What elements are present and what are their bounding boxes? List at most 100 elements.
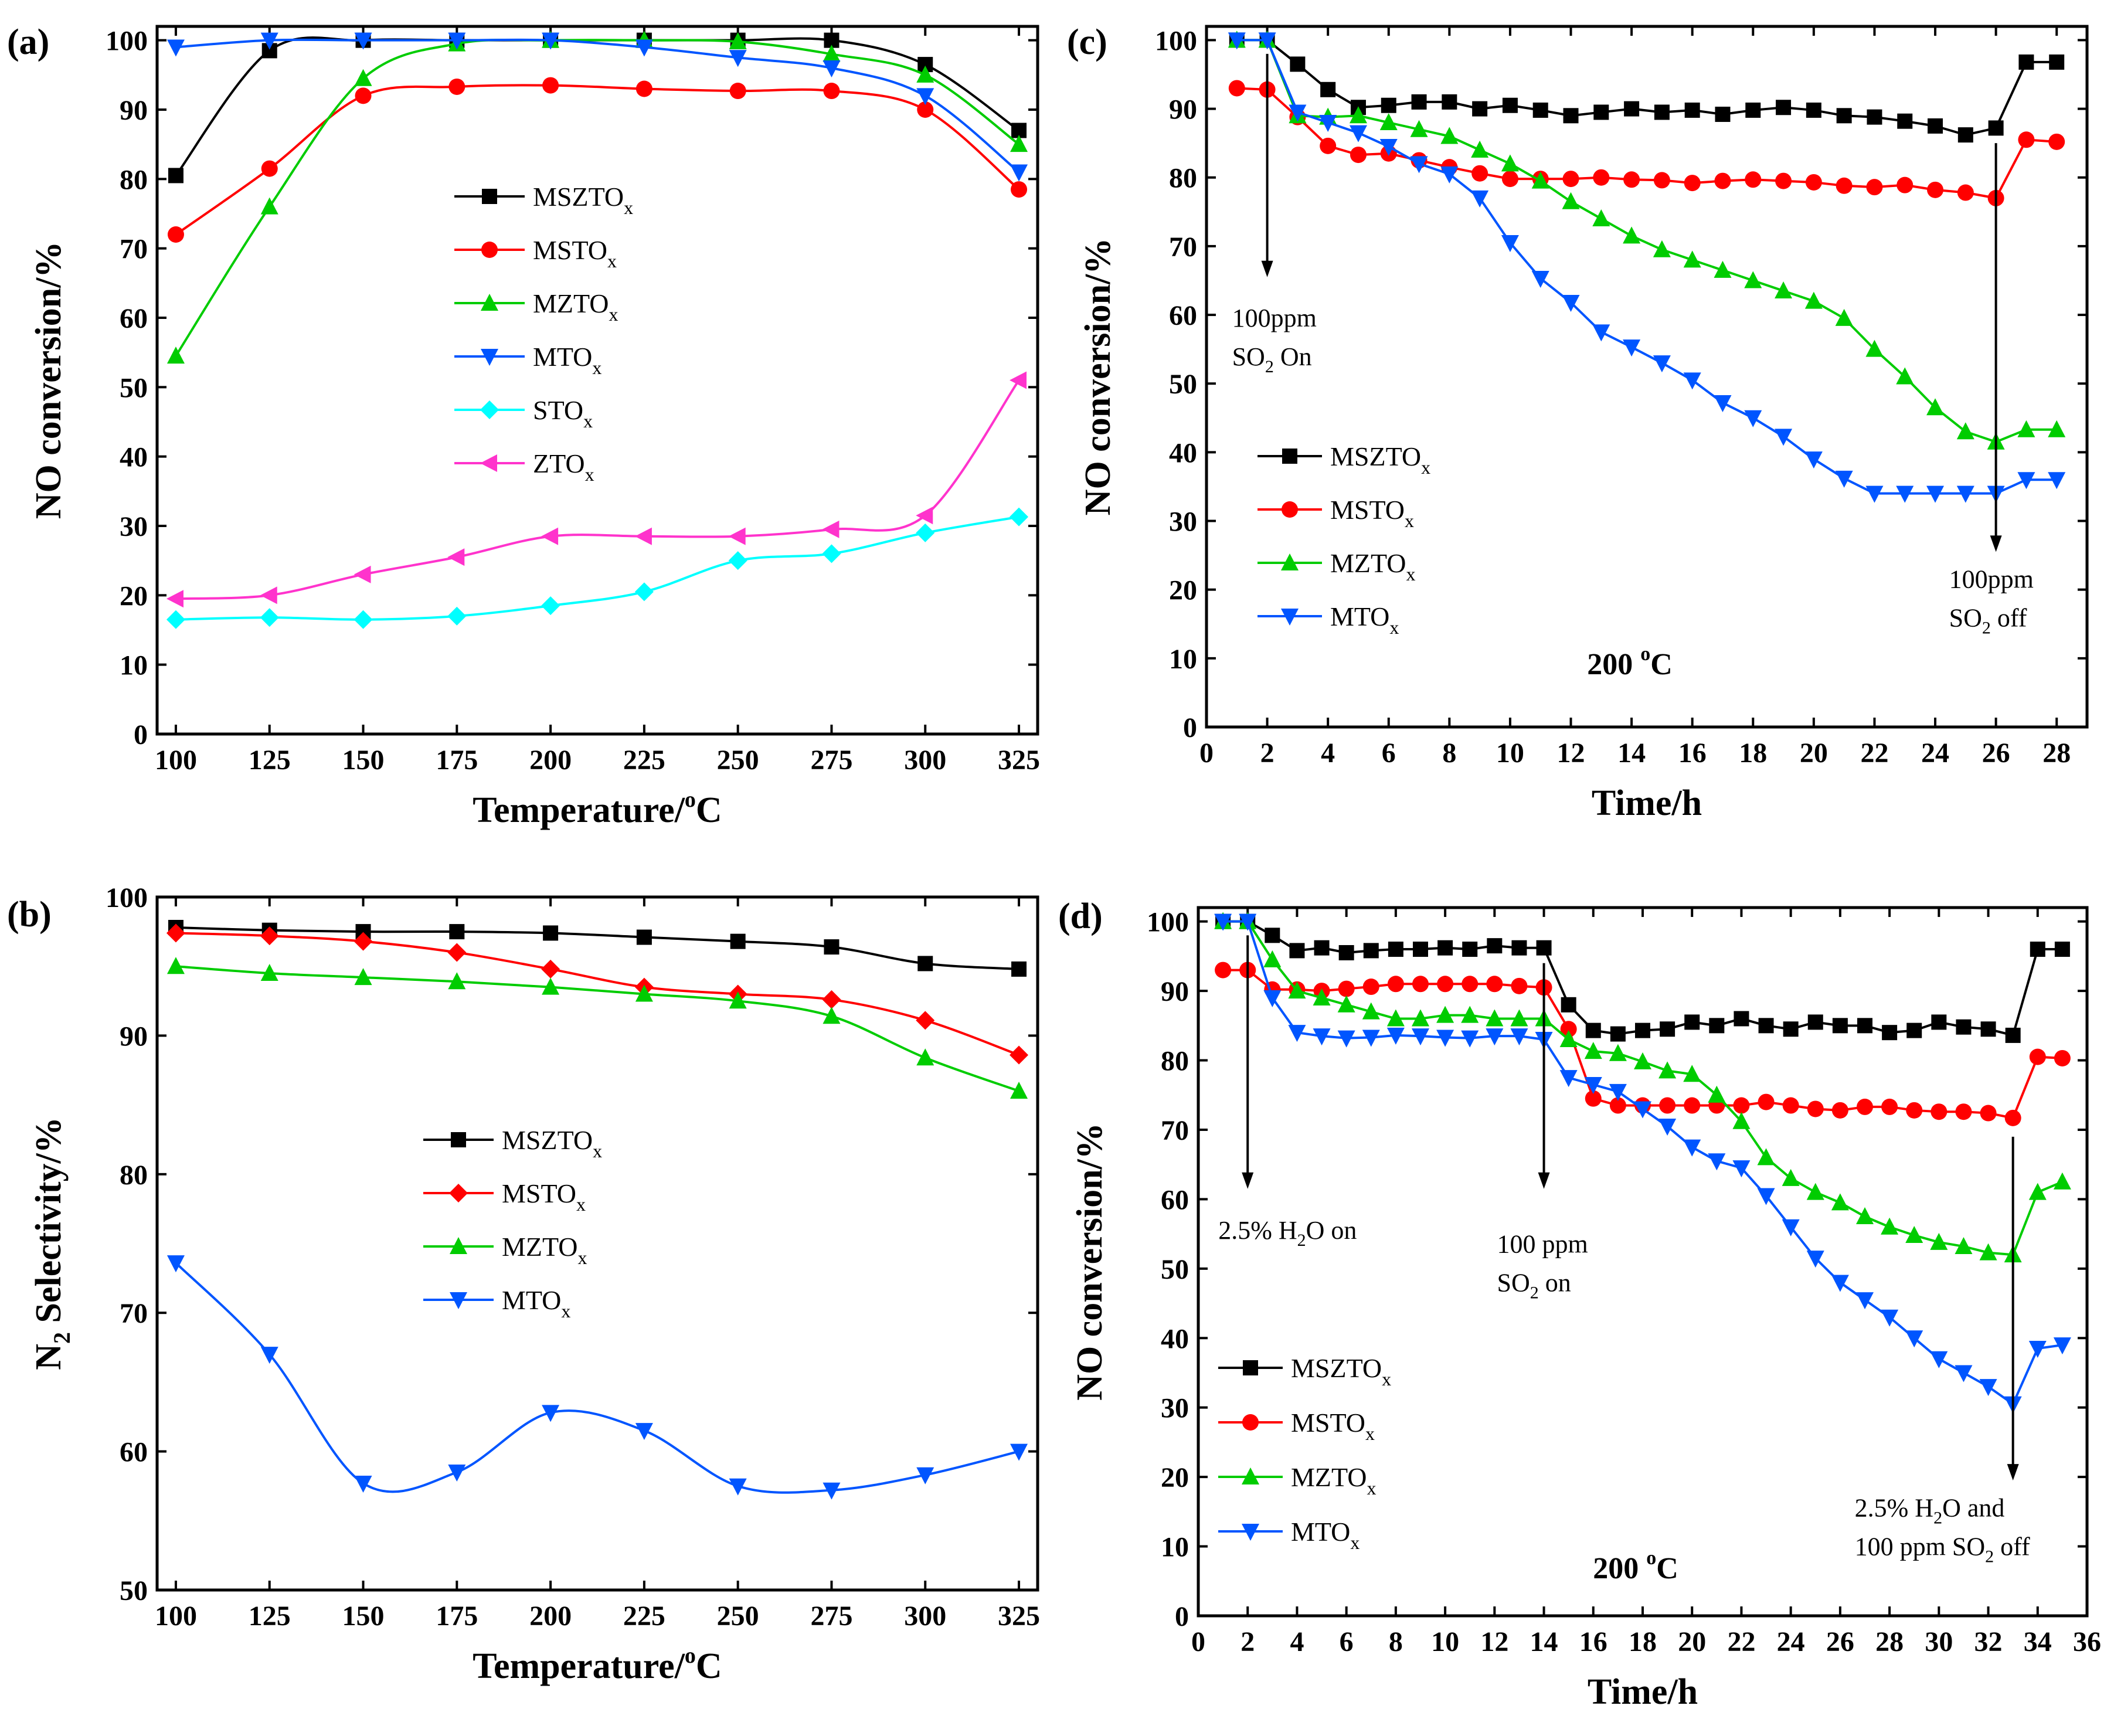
data-point-mto xyxy=(1979,1379,1997,1397)
y-tick-label: 60 xyxy=(1161,1184,1189,1215)
series-line-mzto xyxy=(1223,920,2063,1256)
x-tick-label: 26 xyxy=(1826,1626,1854,1657)
data-point-mszto xyxy=(2005,1027,2021,1043)
data-point-mto xyxy=(1349,125,1367,142)
data-point-msto xyxy=(1805,174,1822,191)
data-point-mto xyxy=(1288,1025,1306,1042)
x-tick-label: 175 xyxy=(436,745,478,776)
y-tick-label: 90 xyxy=(120,1021,148,1052)
data-point-mszto xyxy=(1734,1011,1749,1027)
data-point-mzto xyxy=(916,1048,934,1066)
data-point-mszto xyxy=(1289,943,1305,959)
data-point-mszto xyxy=(1906,1022,1922,1038)
chart-panel-a: 100 125 150 175 200 225 250 275 300 325 0 10 20 30 40 5… xyxy=(7,22,1040,830)
y-axis-title: N2 Selectivity/% xyxy=(29,1117,75,1370)
data-point-mto xyxy=(1609,1083,1627,1101)
data-point-msto xyxy=(542,77,559,94)
annotation-arrowhead xyxy=(1538,1172,1550,1189)
x-tick-label: 16 xyxy=(1678,738,1707,769)
data-point-mzto xyxy=(1804,291,1823,309)
plot-frame xyxy=(1205,25,2089,729)
x-tick-label: 8 xyxy=(1389,1626,1403,1657)
legend-marker xyxy=(1242,1414,1259,1431)
data-point-mzto xyxy=(542,977,560,995)
data-point-mzto xyxy=(1362,1002,1380,1020)
data-point-mszto xyxy=(1320,81,1336,97)
x-tick-label: 4 xyxy=(1290,1626,1304,1657)
data-point-mszto xyxy=(1758,1018,1774,1034)
y-tick-label: 70 xyxy=(120,234,148,265)
data-point-sto xyxy=(822,544,841,563)
data-point-msto xyxy=(1906,1102,1923,1119)
data-point-mzto xyxy=(1979,1243,1997,1261)
data-point-mzto xyxy=(1410,120,1428,137)
data-point-mzto xyxy=(260,964,278,981)
data-point-mto xyxy=(729,1478,747,1496)
temperature-label: 200 oC xyxy=(1593,1547,1678,1585)
legend-marker xyxy=(450,1292,467,1309)
data-point-msto xyxy=(354,932,373,951)
data-point-msto xyxy=(1955,1103,1972,1120)
data-point-sto xyxy=(260,608,279,627)
data-point-mto xyxy=(1806,1251,1824,1268)
data-point-mzto xyxy=(916,65,934,83)
data-point-msto xyxy=(1881,1098,1898,1115)
series-line-mzto xyxy=(1236,39,2057,443)
data-point-mszto xyxy=(1684,102,1700,118)
data-point-mszto xyxy=(1363,943,1379,959)
data-point-mto xyxy=(1653,355,1671,373)
y-tick-label: 20 xyxy=(1161,1462,1189,1493)
data-point-msto xyxy=(1857,1098,1873,1115)
data-point-mzto xyxy=(1757,1148,1775,1166)
data-point-mto xyxy=(1775,429,1793,446)
data-point-mzto xyxy=(1531,171,1549,189)
data-point-mzto xyxy=(1634,1052,1651,1069)
data-point-mszto xyxy=(1585,1022,1601,1038)
data-point-msto xyxy=(2048,133,2065,150)
x-tick-label: 18 xyxy=(1739,738,1767,769)
data-point-mszto xyxy=(1624,101,1640,117)
x-tick-label: 18 xyxy=(1629,1626,1657,1657)
data-point-msto xyxy=(1362,979,1379,996)
data-point-mto xyxy=(1410,156,1428,174)
data-point-msto xyxy=(355,87,372,104)
data-point-mto xyxy=(1289,104,1307,122)
data-point-msto xyxy=(1714,172,1731,189)
data-point-mto xyxy=(2028,1341,2047,1358)
data-point-mto xyxy=(542,1405,560,1422)
legend-label-msto: MSTOx xyxy=(1330,495,1414,531)
data-point-mto xyxy=(1955,1365,1973,1382)
y-tick-label: 40 xyxy=(120,442,148,473)
data-point-mto xyxy=(635,39,653,57)
data-point-mto xyxy=(1386,1027,1405,1045)
y-axis-title: NO conversion/% xyxy=(1070,1123,1110,1401)
y-tick-label: 100 xyxy=(106,26,148,57)
y-tick-label: 50 xyxy=(1169,369,1197,400)
x-tick-label: 6 xyxy=(1340,1626,1354,1657)
y-tick-label: 0 xyxy=(134,719,148,750)
annotation-arrowhead xyxy=(2007,1464,2019,1481)
data-point-mto xyxy=(729,50,747,67)
data-point-msto xyxy=(166,923,185,943)
data-point-mszto xyxy=(1532,102,1548,118)
data-point-mszto xyxy=(1290,56,1306,72)
legend-marker xyxy=(481,294,498,311)
series-line-mto xyxy=(1236,39,2057,495)
data-point-mszto xyxy=(1715,106,1731,122)
data-point-msto xyxy=(1653,172,1670,189)
series-line-msto xyxy=(175,932,1019,1056)
data-point-msto xyxy=(1927,181,1944,198)
data-point-mto xyxy=(1714,395,1732,413)
data-point-msto xyxy=(1684,175,1701,192)
data-point-msto xyxy=(447,943,467,962)
data-point-msto xyxy=(1866,179,1883,196)
data-point-mszto xyxy=(1487,938,1503,954)
legend-label-msto: MSTOx xyxy=(502,1178,586,1215)
legend-marker xyxy=(1282,449,1297,464)
x-tick-label: 150 xyxy=(342,745,385,776)
panel-label: (b) xyxy=(7,895,52,935)
y-axis-title: NO conversion/% xyxy=(1078,238,1118,516)
data-point-mzto xyxy=(2017,420,2035,437)
data-point-mto xyxy=(1319,115,1337,133)
